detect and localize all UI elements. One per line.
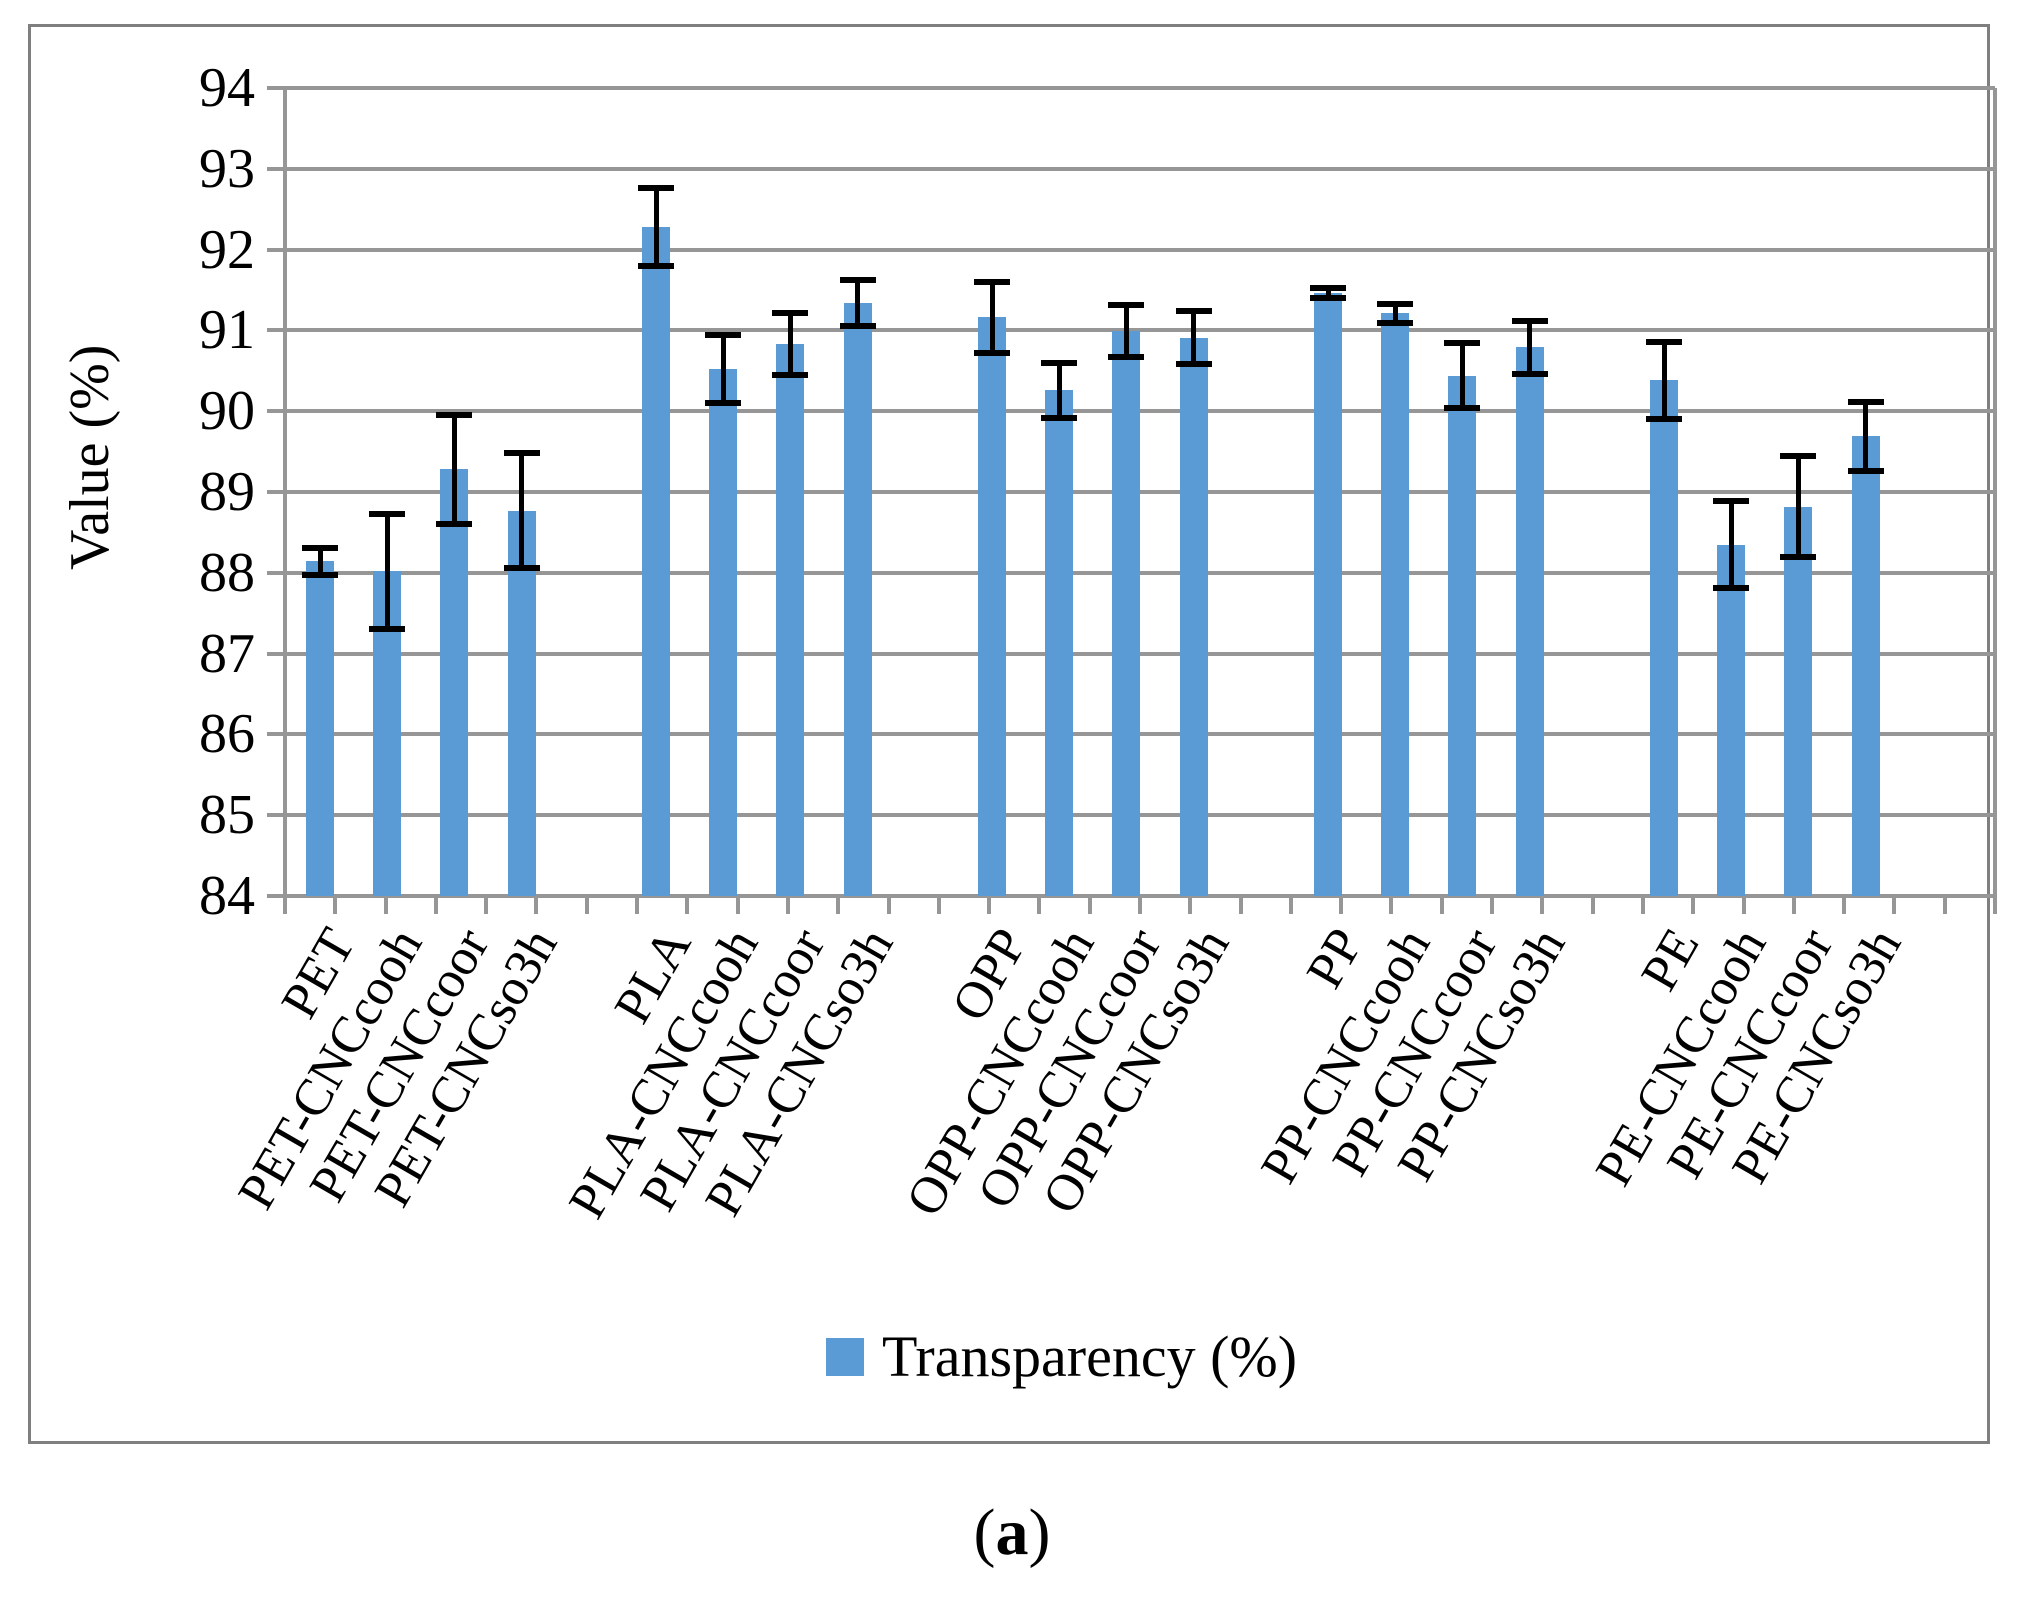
caption-letter: a xyxy=(995,1496,1029,1569)
figure-caption: (a) xyxy=(0,1495,2024,1571)
y-axis-title: Value (%) xyxy=(58,345,398,570)
chart-frame xyxy=(28,24,1990,1444)
caption-open-paren: ( xyxy=(973,1496,996,1569)
legend: Transparency (%) xyxy=(826,1326,1297,1388)
x-axis-tick-34 xyxy=(1993,896,1997,914)
legend-swatch-icon xyxy=(826,1338,864,1376)
legend-label: Transparency (%) xyxy=(882,1324,1298,1389)
plot-right-border xyxy=(1993,88,1997,896)
caption-close-paren: ) xyxy=(1028,1496,1051,1569)
